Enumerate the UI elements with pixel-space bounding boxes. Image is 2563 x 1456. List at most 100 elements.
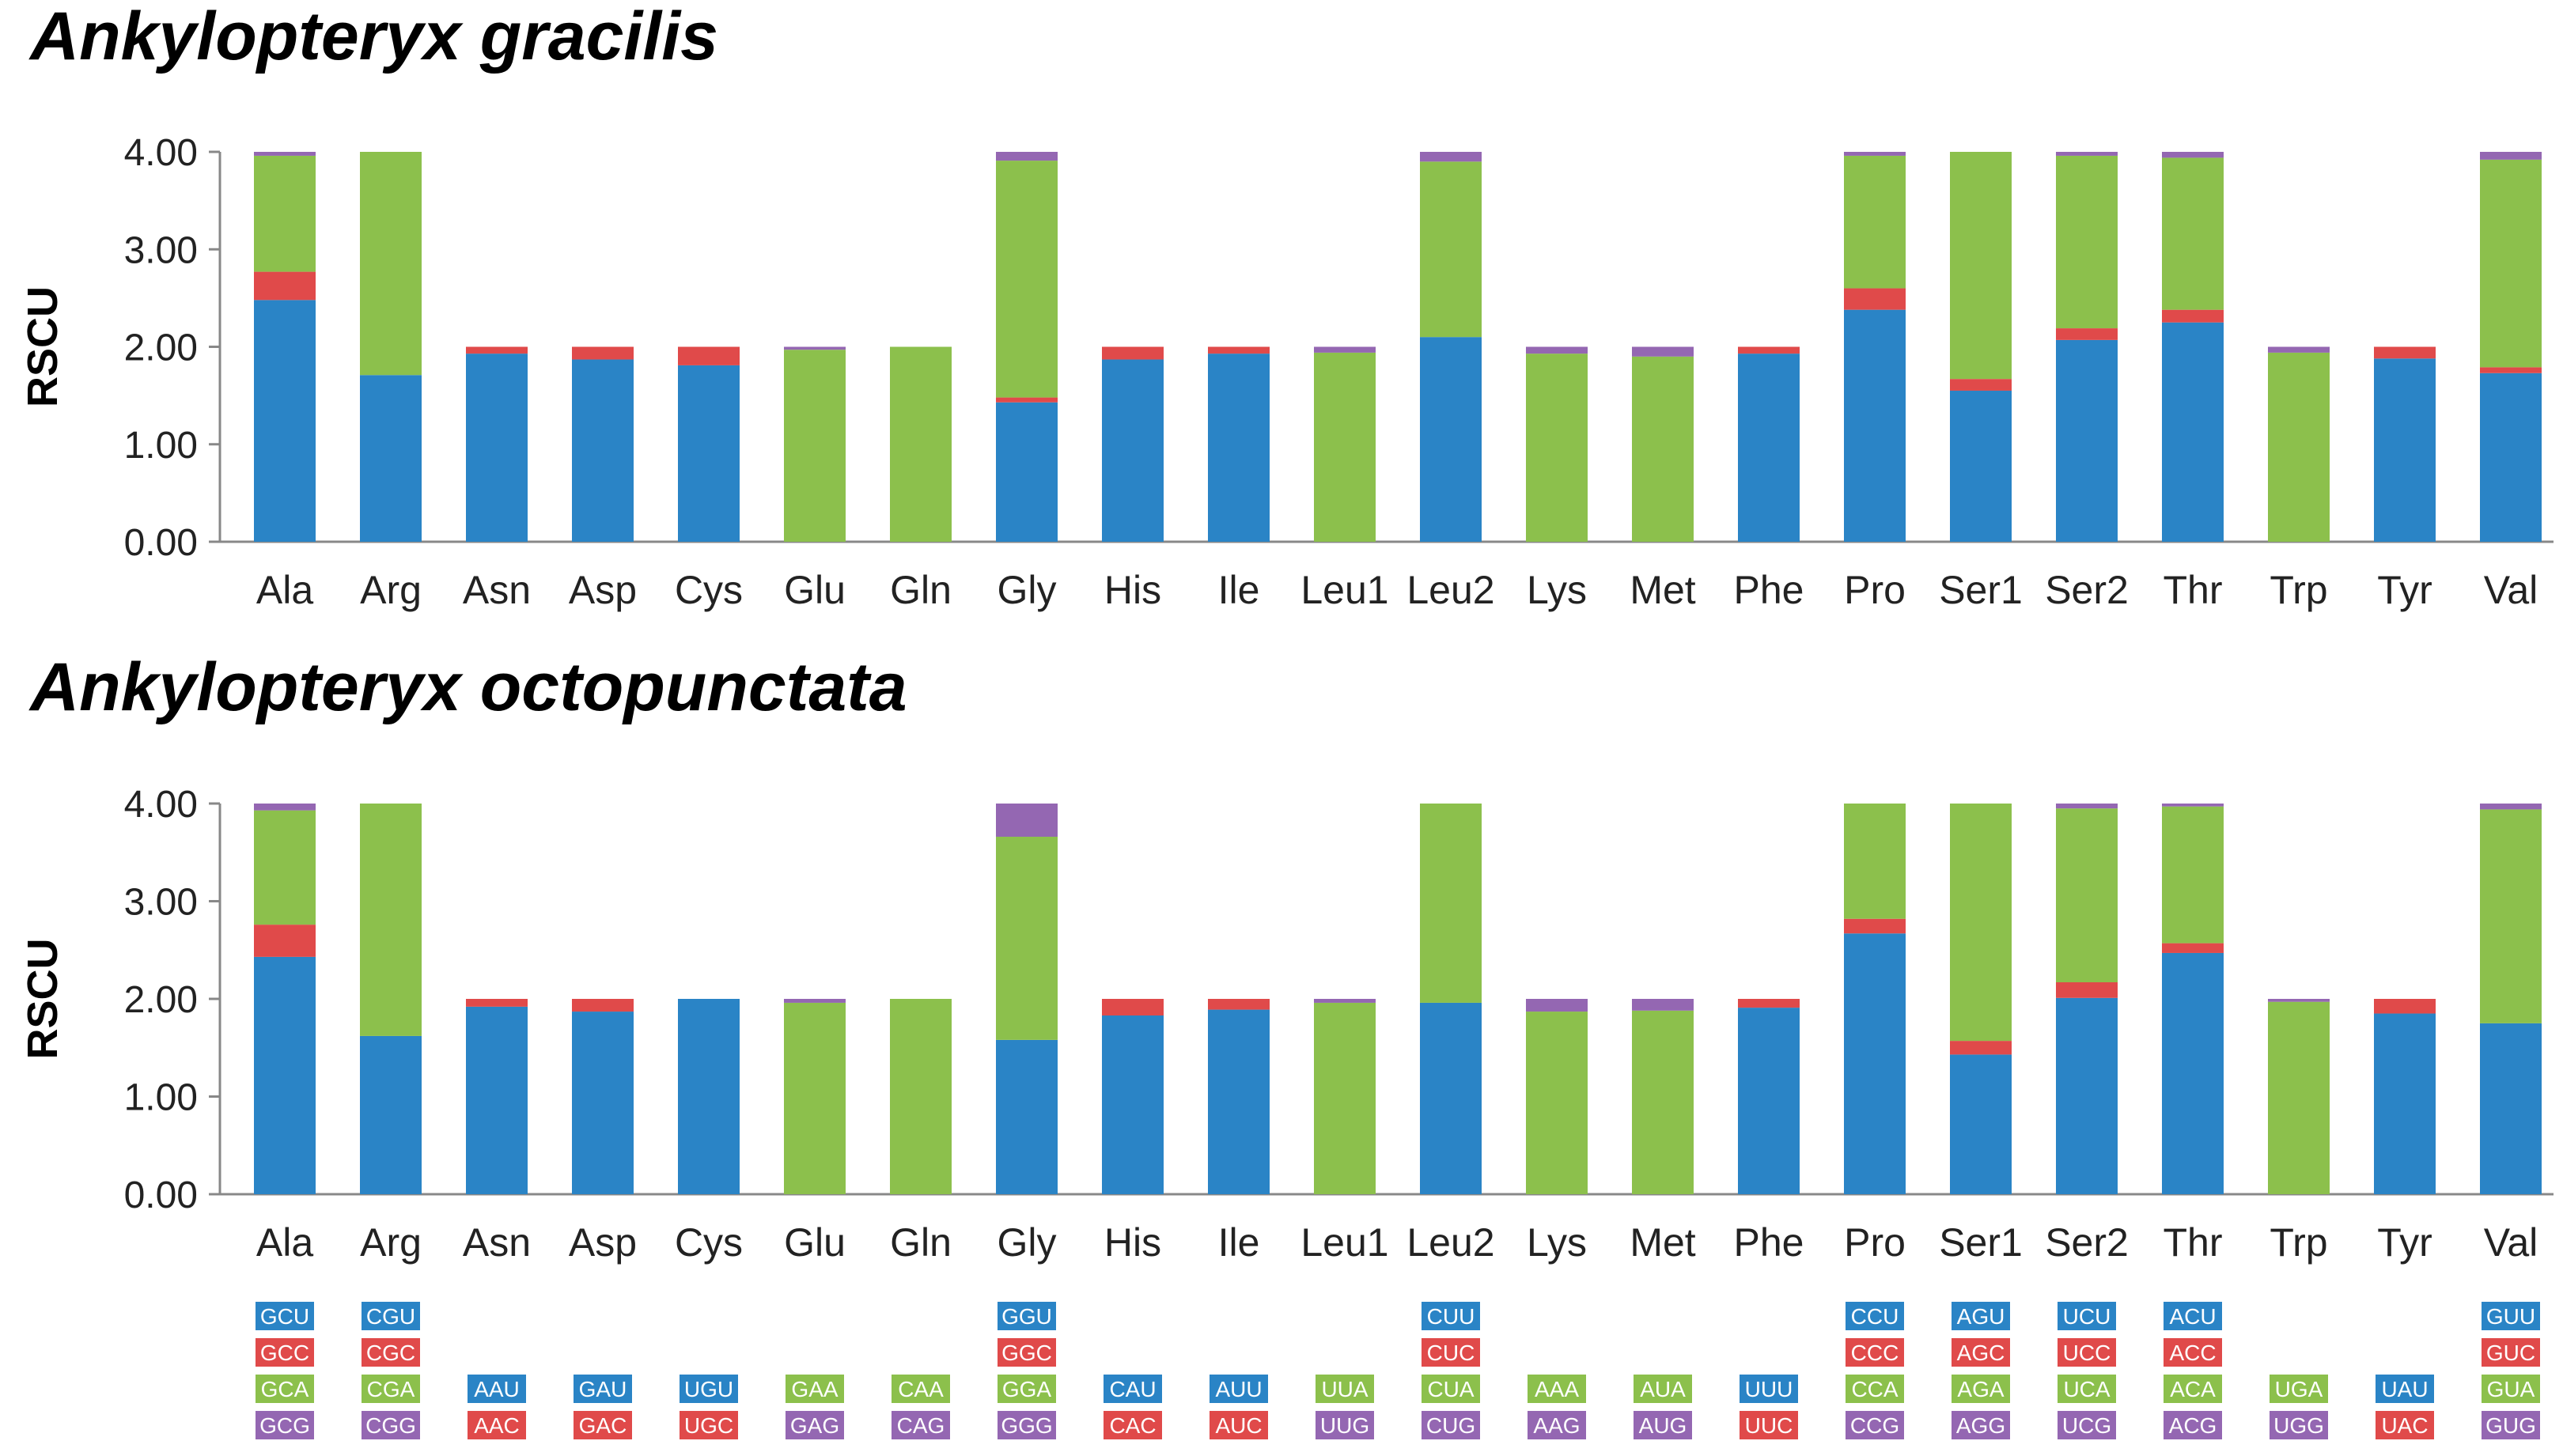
bar-segment-ser2-3 (2056, 155, 2118, 329)
codon-box-cga (362, 1375, 420, 1403)
bar-segment-cys-1 (678, 999, 740, 1194)
bar-segment-thr-4 (2162, 152, 2224, 158)
bar-segment-arg-3 (360, 152, 422, 376)
panel-title: Ankylopteryx gracilis (28, 0, 718, 74)
bar-segment-pro-1 (1844, 933, 1906, 1194)
codon-label-gcu: GCU (260, 1304, 309, 1329)
codon-box-aau (468, 1375, 526, 1403)
bar-segment-lys-4 (1526, 999, 1588, 1012)
bar-segment-val-1 (2480, 373, 2542, 542)
bar-segment-cys-1 (678, 365, 740, 542)
bar-segment-arg-1 (360, 375, 422, 542)
bar-segment-thr-3 (2162, 157, 2224, 310)
codon-label-cgu: CGU (366, 1304, 415, 1329)
codon-label-ccc: CCC (1851, 1341, 1899, 1365)
x-tick-label-asp: Asp (569, 568, 637, 612)
codon-label-aca: ACA (2170, 1377, 2216, 1401)
x-tick-label-leu2: Leu2 (1406, 568, 1494, 612)
codon-box-caa (892, 1375, 950, 1403)
bar-segment-met-3 (1632, 1010, 1694, 1194)
x-tick-label-phe: Phe (1734, 1220, 1804, 1265)
codon-box-gcg (256, 1411, 314, 1439)
bar-segment-ser1-2 (1950, 1041, 2012, 1055)
y-tick-label: 1.00 (124, 425, 198, 467)
codon-label-aac: AAC (474, 1413, 520, 1438)
panel-title: Ankylopteryx octopunctata (28, 649, 907, 725)
bar-segment-ile-2 (1208, 999, 1270, 1010)
codon-label-aau: AAU (474, 1377, 520, 1401)
codon-label-uua: UUA (1321, 1377, 1368, 1401)
x-tick-label-ser1: Ser1 (1939, 568, 2023, 612)
bar-segment-thr-2 (2162, 309, 2224, 323)
bar-segment-ala-1 (254, 956, 316, 1194)
bar-segment-ala-2 (254, 271, 316, 301)
x-tick-label-gly: Gly (998, 568, 1057, 612)
x-tick-label-thr: Thr (2164, 568, 2223, 612)
x-tick-label-ala: Ala (256, 568, 313, 612)
codon-box-cuc (1422, 1338, 1480, 1367)
codon-box-cug (1422, 1411, 1480, 1439)
codon-label-gaa: GAA (791, 1377, 838, 1401)
bar-segment-ser2-1 (2056, 339, 2118, 542)
bar-segment-ser2-2 (2056, 982, 2118, 998)
x-tick-label-ile: Ile (1218, 1220, 1260, 1265)
bar-segment-thr-1 (2162, 952, 2224, 1194)
codon-label-auu: AUU (1215, 1377, 1262, 1401)
codon-box-aca (2164, 1375, 2222, 1403)
y-tick-label: 2.00 (124, 979, 198, 1021)
codon-label-cca: CCA (1851, 1377, 1898, 1401)
x-tick-label-val: Val (2484, 568, 2538, 612)
bar-segment-arg-1 (360, 1035, 422, 1194)
bar-segment-ala-1 (254, 300, 316, 542)
bar-segment-ser2-4 (2056, 152, 2118, 156)
bar-segment-ile-2 (1208, 346, 1270, 354)
bar-segment-phe-2 (1738, 999, 1800, 1008)
codon-label-uga: UGA (2275, 1377, 2323, 1401)
bar-segment-val-3 (2480, 809, 2542, 1023)
codon-box-cau (1104, 1375, 1162, 1403)
codon-label-aag: AAG (1533, 1413, 1580, 1438)
bar-segment-val-4 (2480, 804, 2542, 810)
bar-segment-his-1 (1102, 1015, 1164, 1194)
codon-box-ugc (680, 1411, 738, 1439)
bar-segment-trp-4 (2268, 346, 2330, 353)
bar-segment-asp-2 (572, 346, 634, 360)
bar-segment-tyr-1 (2374, 1013, 2436, 1194)
bar-segment-met-3 (1632, 356, 1694, 542)
bar-segment-tyr-2 (2374, 346, 2436, 359)
bar-segment-trp-4 (2268, 999, 2330, 1002)
codon-label-cgg: CGG (365, 1413, 416, 1438)
bar-segment-phe-2 (1738, 346, 1800, 354)
bar-segment-gly-3 (996, 161, 1058, 398)
codon-box-aug (1634, 1411, 1692, 1439)
y-tick-label: 4.00 (124, 784, 198, 826)
codon-box-uac (2376, 1411, 2434, 1439)
codon-box-gga (998, 1375, 1056, 1403)
bar-segment-glu-4 (784, 999, 846, 1003)
x-tick-label-leu1: Leu1 (1300, 568, 1388, 612)
x-tick-label-lys: Lys (1527, 1220, 1587, 1265)
codon-box-aaa (1528, 1375, 1586, 1403)
bar-segment-phe-1 (1738, 1008, 1800, 1194)
codon-box-gcu (256, 1302, 314, 1330)
codon-box-ccg (1846, 1411, 1904, 1439)
codon-label-agc: AGC (1957, 1341, 2005, 1365)
codon-label-cac: CAC (1109, 1413, 1156, 1438)
bar-segment-phe-1 (1738, 354, 1800, 542)
y-tick-label: 3.00 (124, 882, 198, 924)
y-axis-label: RSCU (19, 938, 66, 1059)
codon-label-guu: GUU (2486, 1304, 2535, 1329)
bar-segment-leu1-3 (1314, 1002, 1376, 1194)
bar-segment-leu2-4 (1420, 152, 1482, 162)
codon-box-ucc (2058, 1338, 2116, 1367)
codon-box-cca (1846, 1375, 1904, 1403)
codon-box-gug (2482, 1411, 2540, 1439)
x-tick-label-trp: Trp (2270, 568, 2327, 612)
codon-label-gga: GGA (1002, 1377, 1052, 1401)
x-tick-label-ile: Ile (1218, 568, 1260, 612)
codon-label-gcg: GCG (259, 1413, 310, 1438)
bar-segment-asn-2 (466, 999, 528, 1007)
x-tick-label-phe: Phe (1734, 568, 1804, 612)
x-tick-label-gln: Gln (890, 1220, 952, 1265)
bar-segment-gln-3 (890, 346, 952, 542)
